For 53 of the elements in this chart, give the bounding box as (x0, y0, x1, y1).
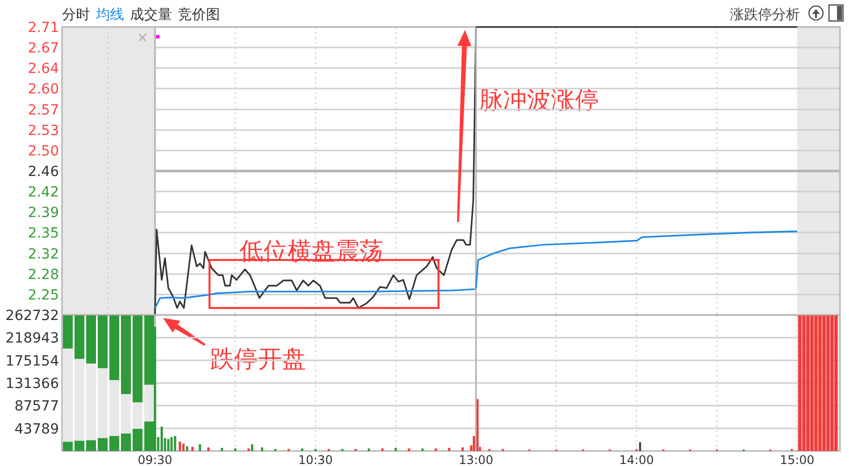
bar (167, 439, 170, 451)
bar (234, 448, 236, 451)
y-tick-label: 87577 (14, 398, 59, 415)
bar (476, 399, 479, 451)
bar (394, 448, 397, 451)
bar (301, 448, 304, 451)
bar (434, 448, 438, 451)
bar (178, 442, 182, 451)
y-tick-label: 218943 (6, 330, 59, 347)
x-tick-label: 09:30 (138, 453, 172, 466)
y-tick-label: 2.64 (28, 60, 60, 77)
bar (822, 315, 826, 451)
y-tick-label: 2.71 (28, 20, 59, 36)
x-tick-label: 14:00 (619, 453, 654, 466)
y-tick-label: 2.46 (28, 164, 60, 180)
bar (160, 426, 163, 451)
bar (191, 446, 194, 451)
x-tick-label: 10:30 (298, 453, 333, 466)
text: 分时 (62, 7, 90, 23)
y-tick-label: 262732 (6, 308, 59, 324)
y-tick-label: 2.39 (28, 204, 59, 221)
y-tick-label: 2.25 (28, 288, 59, 304)
y-tick-label: 2.53 (28, 123, 59, 140)
bar (250, 444, 254, 451)
bar (798, 315, 802, 451)
bar (448, 448, 450, 451)
y-tick-label: 2.50 (28, 144, 59, 160)
bar (806, 315, 810, 451)
bar (810, 315, 814, 451)
y-tick-label: 131366 (6, 376, 60, 392)
x-tick-label: 15:00 (780, 453, 814, 466)
x-tick-label: 13:00 (458, 453, 494, 466)
y-tick-label: 2.67 (28, 40, 59, 56)
bar (462, 447, 464, 451)
y-tick-label: 2.28 (28, 267, 59, 284)
y-tick-label: 2.32 (28, 246, 59, 263)
y-tick-label: 2.42 (28, 184, 59, 200)
bar (639, 442, 642, 451)
annotation: 跌停开盘 (210, 345, 306, 373)
text: 成交量 (130, 7, 172, 23)
y-tick-label: 2.35 (28, 225, 59, 242)
y-tick-label: 2.60 (28, 81, 59, 98)
y-tick-label: 43789 (14, 421, 59, 438)
bar (818, 315, 822, 451)
bar (186, 446, 188, 451)
bar (802, 315, 806, 451)
y-tick-label: 175154 (6, 353, 60, 370)
text: 竞价图 (178, 7, 220, 23)
y-tick-label: 2.57 (28, 102, 59, 119)
bar (182, 444, 185, 451)
text: 涨跌停分析 (730, 7, 800, 23)
bar (814, 315, 818, 451)
text: 均线 (95, 7, 124, 23)
